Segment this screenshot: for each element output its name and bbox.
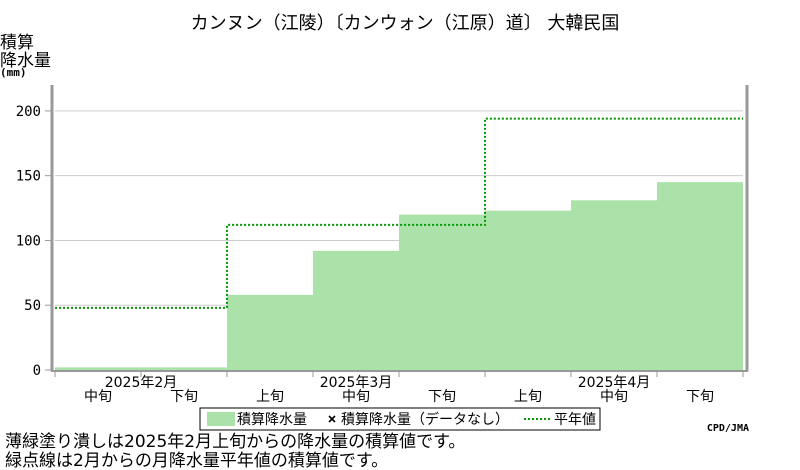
- axes: [50, 85, 749, 377]
- area-bar-4: [399, 214, 485, 370]
- x-period-label-4: 下旬: [428, 389, 456, 405]
- x-period-label-5: 上旬: [514, 389, 542, 405]
- y-tick-label-0: 0: [33, 363, 41, 379]
- x-period-label-7: 下旬: [686, 389, 714, 405]
- area-bar-7: [657, 182, 743, 370]
- legend-label-no-data: 積算降水量（データなし）: [341, 411, 509, 428]
- area-bar-2: [227, 294, 313, 370]
- x-period-label-6: 中旬: [600, 389, 628, 405]
- y-tick-label-150: 150: [16, 169, 41, 185]
- cumulative-precipitation-area: [55, 182, 743, 370]
- x-period-label-0: 中旬: [84, 389, 112, 405]
- area-bar-0: [55, 367, 141, 370]
- note-line-2: 緑点線は2月からの月降水量平年値の積算値です。: [5, 451, 388, 470]
- x-month-label-0: 2025年2月: [105, 375, 178, 391]
- x-month-label-2: 2025年4月: [578, 375, 651, 391]
- y-axis-label-line-2: 降水量: [0, 51, 51, 71]
- x-period-label-3: 中旬: [342, 389, 370, 405]
- y-axis-unit: (mm): [0, 66, 27, 79]
- credit: CPD/JMA: [707, 423, 749, 434]
- y-tick-label-50: 50: [24, 298, 41, 314]
- legend: 積算降水量 積算降水量（データなし） 平年値: [199, 407, 601, 431]
- chart-title: カンヌン（江陵）〔カンウォン（江原）道〕 大韓民国: [191, 13, 620, 34]
- x-month-label-1: 2025年3月: [320, 375, 393, 391]
- note-line-1: 薄緑塗り潰しは2025年2月上旬からの降水量の積算値です。: [5, 431, 465, 452]
- area-bar-5: [485, 210, 571, 370]
- legend-swatch-area: [207, 412, 235, 426]
- legend-label-area: 積算降水量: [237, 412, 307, 428]
- legend-label-normal: 平年値: [554, 412, 596, 428]
- y-tick-label-200: 200: [16, 104, 41, 120]
- normal-value-line: [55, 117, 743, 309]
- legend-box: [199, 407, 601, 431]
- legend-marker-x: [328, 415, 336, 423]
- y-tick-label-100: 100: [16, 233, 41, 249]
- x-period-label-1: 下旬: [170, 389, 198, 405]
- y-axis-ticks: 0 50 100 150 200: [16, 104, 52, 379]
- x-period-label-2: 上旬: [256, 389, 284, 405]
- normal-value-path: [55, 117, 743, 309]
- area-bar-1: [141, 367, 227, 370]
- area-bar-6: [571, 200, 657, 370]
- area-bar-3: [313, 250, 399, 370]
- y-axis-label-line-1: 積算: [0, 33, 34, 53]
